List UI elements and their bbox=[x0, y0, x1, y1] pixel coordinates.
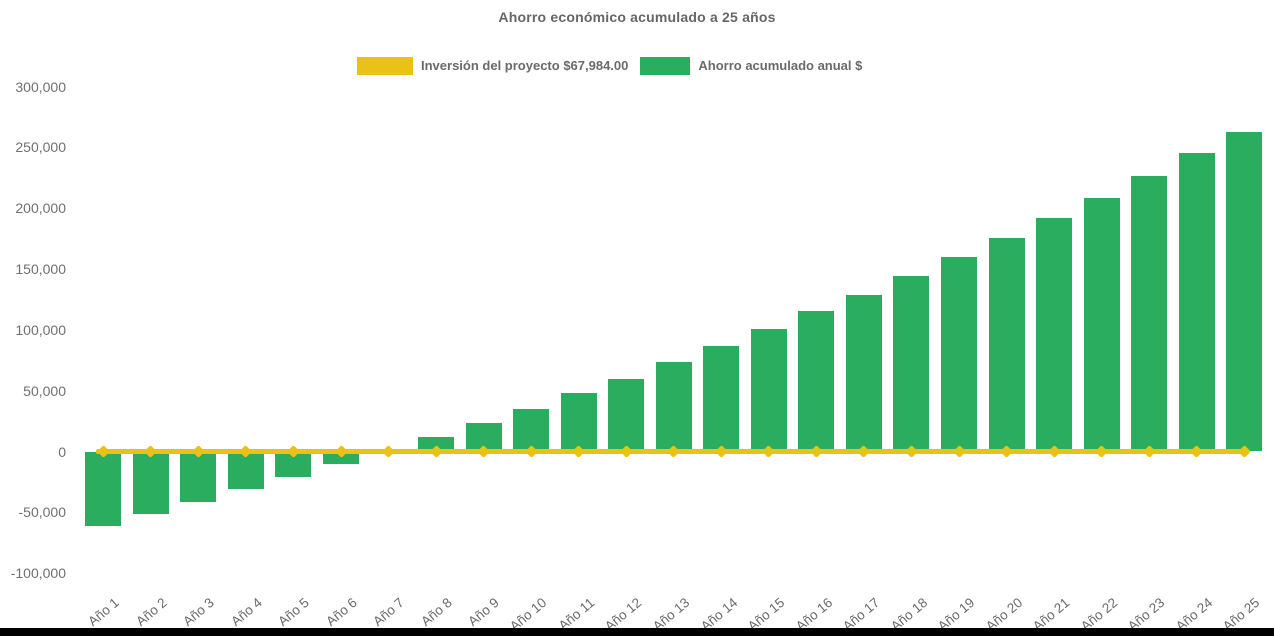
y-axis-tick-label: 0 bbox=[58, 443, 66, 460]
x-axis-tick-label: Año 2 bbox=[132, 594, 170, 630]
bar-año-2 bbox=[132, 451, 169, 515]
y-axis-tick-label: -100,000 bbox=[10, 565, 66, 582]
y-axis-tick-label: 250,000 bbox=[15, 139, 66, 156]
bar-año-6 bbox=[323, 451, 359, 465]
bar-año-19 bbox=[941, 256, 978, 452]
y-axis-tick-label: 200,000 bbox=[15, 200, 66, 217]
legend-item-savings-label: Ahorro acumulado anual $ bbox=[698, 58, 863, 73]
bar-año-25 bbox=[1226, 131, 1263, 452]
x-axis-tick-label: Año 7 bbox=[370, 594, 408, 630]
investment-legend-swatch-icon bbox=[357, 56, 413, 75]
bar-año-23 bbox=[1131, 176, 1168, 452]
x-axis-tick-label: Año 5 bbox=[275, 594, 312, 630]
bar-año-24 bbox=[1178, 153, 1215, 452]
legend-item-investment[interactable]: Inversión del proyecto $67,984.00 bbox=[357, 56, 628, 75]
bar-año-13 bbox=[655, 362, 692, 452]
savings-legend-swatch-icon bbox=[640, 56, 691, 75]
bar-año-10 bbox=[513, 408, 550, 452]
x-axis-tick-label: Año 1 bbox=[85, 594, 122, 630]
bar-año-22 bbox=[1083, 197, 1120, 452]
chart-title: Ahorro económico acumulado a 25 años bbox=[498, 9, 776, 25]
bottom-strip bbox=[0, 628, 1274, 636]
bar-año-3 bbox=[180, 451, 217, 502]
bar-año-20 bbox=[988, 238, 1025, 452]
y-axis-tick-label: 100,000 bbox=[15, 321, 66, 338]
bar-año-4 bbox=[227, 451, 264, 490]
bar-año-11 bbox=[560, 392, 597, 452]
bar-año-16 bbox=[798, 311, 835, 452]
bar-año-8 bbox=[418, 436, 455, 452]
x-axis-tick-label: Año 9 bbox=[465, 594, 503, 630]
y-axis-tick-label: 300,000 bbox=[15, 78, 66, 95]
x-axis-tick-label: Año 6 bbox=[322, 594, 360, 630]
x-axis-tick-label: Año 8 bbox=[417, 594, 455, 630]
legend: Inversión del proyecto $67,984.00 Ahorro… bbox=[357, 56, 862, 75]
bar-año-12 bbox=[608, 378, 645, 452]
y-axis-tick-label: 150,000 bbox=[15, 261, 66, 277]
legend-item-investment-label: Inversión del proyecto $67,984.00 bbox=[421, 58, 629, 73]
x-axis-tick-label: Año 3 bbox=[180, 594, 217, 630]
bar-año-1 bbox=[85, 451, 122, 526]
y-axis-tick-label: 50,000 bbox=[23, 382, 66, 399]
x-axis-tick-label: Año 4 bbox=[227, 594, 265, 630]
bar-año-17 bbox=[845, 294, 882, 452]
bar-año-15 bbox=[750, 328, 787, 452]
legend-item-savings[interactable]: Ahorro acumulado anual $ bbox=[640, 56, 862, 75]
bar-año-14 bbox=[703, 346, 740, 452]
bar-año-18 bbox=[893, 276, 930, 452]
investment-line-marker bbox=[382, 445, 395, 458]
y-axis-tick-label: -50,000 bbox=[18, 504, 66, 521]
bar-año-21 bbox=[1036, 218, 1073, 452]
